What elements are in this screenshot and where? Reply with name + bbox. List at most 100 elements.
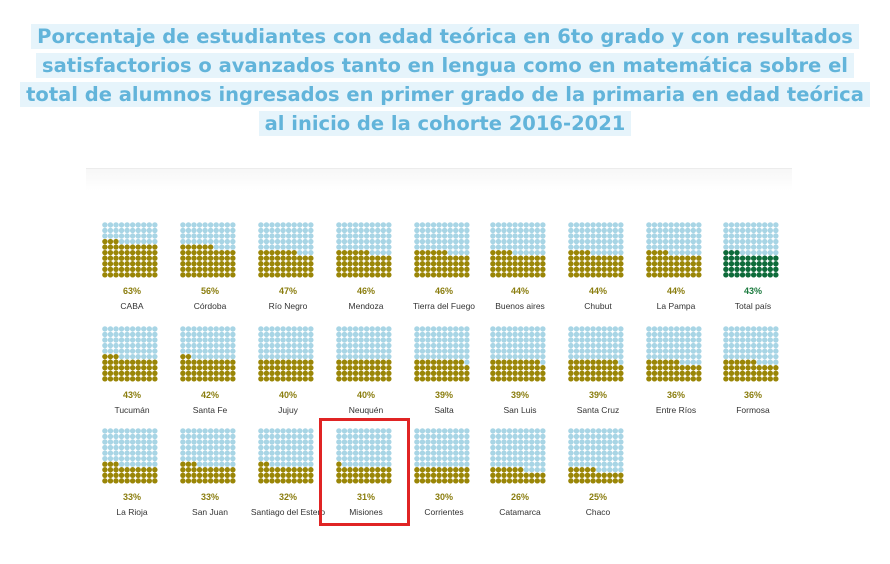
empty-dot — [529, 233, 535, 239]
empty-dot — [464, 326, 470, 332]
category-label: Chubut — [584, 301, 612, 311]
empty-dot — [767, 337, 773, 343]
empty-dot — [612, 244, 618, 250]
empty-dot — [464, 238, 470, 245]
empty-dot — [668, 238, 674, 245]
empty-dot — [230, 331, 236, 338]
filled-dot — [219, 272, 225, 278]
filled-dot — [501, 376, 507, 382]
empty-dot — [196, 428, 203, 434]
filled-dot — [297, 472, 303, 478]
empty-dot — [696, 233, 702, 239]
empty-dot — [336, 348, 342, 354]
filled-dot — [291, 255, 297, 261]
empty-dot — [425, 331, 431, 338]
empty-dot — [141, 348, 147, 354]
empty-dot — [102, 227, 108, 234]
empty-dot — [685, 337, 691, 343]
empty-dot — [336, 450, 342, 456]
empty-dot — [297, 244, 303, 250]
filled-dot — [529, 266, 535, 272]
filled-dot — [756, 376, 762, 382]
empty-dot — [113, 222, 119, 228]
empty-dot — [341, 244, 348, 250]
waffle-san-juan: 33% San Juan — [180, 428, 260, 524]
empty-dot — [579, 444, 585, 451]
empty-dot — [734, 222, 740, 228]
empty-dot — [224, 238, 230, 245]
empty-dot — [447, 331, 453, 338]
filled-dot — [419, 359, 426, 365]
empty-dot — [202, 238, 208, 245]
filled-dot — [207, 272, 214, 278]
filled-dot — [540, 255, 546, 261]
empty-dot — [285, 353, 292, 360]
filled-dot — [523, 261, 529, 267]
filled-dot — [102, 244, 108, 250]
empty-dot — [458, 353, 464, 360]
empty-dot — [302, 433, 308, 440]
empty-dot — [517, 439, 524, 445]
empty-dot — [657, 244, 663, 250]
filled-dot — [512, 272, 518, 278]
waffle-dots — [336, 428, 392, 484]
filled-dot — [347, 261, 353, 267]
percent-label: 44% — [666, 286, 685, 296]
empty-dot — [274, 238, 281, 245]
filled-dot — [375, 478, 381, 484]
empty-dot — [380, 444, 386, 451]
empty-dot — [297, 450, 303, 456]
filled-dot — [506, 249, 513, 256]
filled-dot — [590, 261, 596, 267]
filled-dot — [185, 461, 192, 467]
empty-dot — [124, 342, 130, 349]
filled-dot — [207, 266, 214, 272]
filled-dot — [280, 376, 286, 382]
empty-dot — [579, 227, 585, 234]
empty-dot — [646, 331, 652, 338]
empty-dot — [258, 342, 264, 349]
empty-dot — [490, 222, 496, 228]
empty-dot — [646, 244, 652, 250]
empty-dot — [352, 326, 359, 332]
empty-dot — [129, 233, 136, 239]
empty-dot — [540, 326, 546, 332]
empty-dot — [419, 233, 426, 239]
filled-dot — [207, 472, 214, 478]
empty-dot — [107, 326, 114, 332]
empty-dot — [590, 428, 596, 434]
empty-dot — [607, 353, 613, 360]
empty-dot — [690, 359, 696, 365]
empty-dot — [447, 227, 453, 234]
filled-dot — [490, 255, 496, 261]
filled-dot — [146, 478, 152, 484]
empty-dot — [274, 331, 281, 338]
empty-dot — [224, 233, 230, 239]
filled-dot — [369, 272, 375, 278]
category-label: San Juan — [192, 507, 228, 517]
filled-dot — [280, 359, 286, 365]
empty-dot — [341, 428, 348, 434]
filled-dot — [773, 261, 779, 267]
empty-dot — [113, 455, 119, 462]
empty-dot — [447, 342, 453, 349]
empty-dot — [673, 233, 680, 239]
filled-dot — [540, 365, 546, 371]
empty-dot — [185, 238, 192, 245]
filled-dot — [584, 359, 591, 365]
empty-dot — [129, 455, 136, 462]
empty-dot — [464, 348, 470, 354]
empty-dot — [523, 227, 529, 234]
empty-dot — [152, 222, 158, 228]
empty-dot — [679, 233, 685, 239]
empty-dot — [464, 444, 470, 451]
filled-dot — [773, 365, 779, 371]
empty-dot — [207, 439, 214, 445]
filled-dot — [202, 365, 208, 371]
empty-dot — [274, 337, 281, 343]
empty-dot — [341, 227, 348, 234]
filled-dot — [739, 365, 746, 371]
filled-dot — [767, 376, 773, 382]
empty-dot — [584, 222, 591, 228]
filled-dot — [745, 359, 751, 365]
